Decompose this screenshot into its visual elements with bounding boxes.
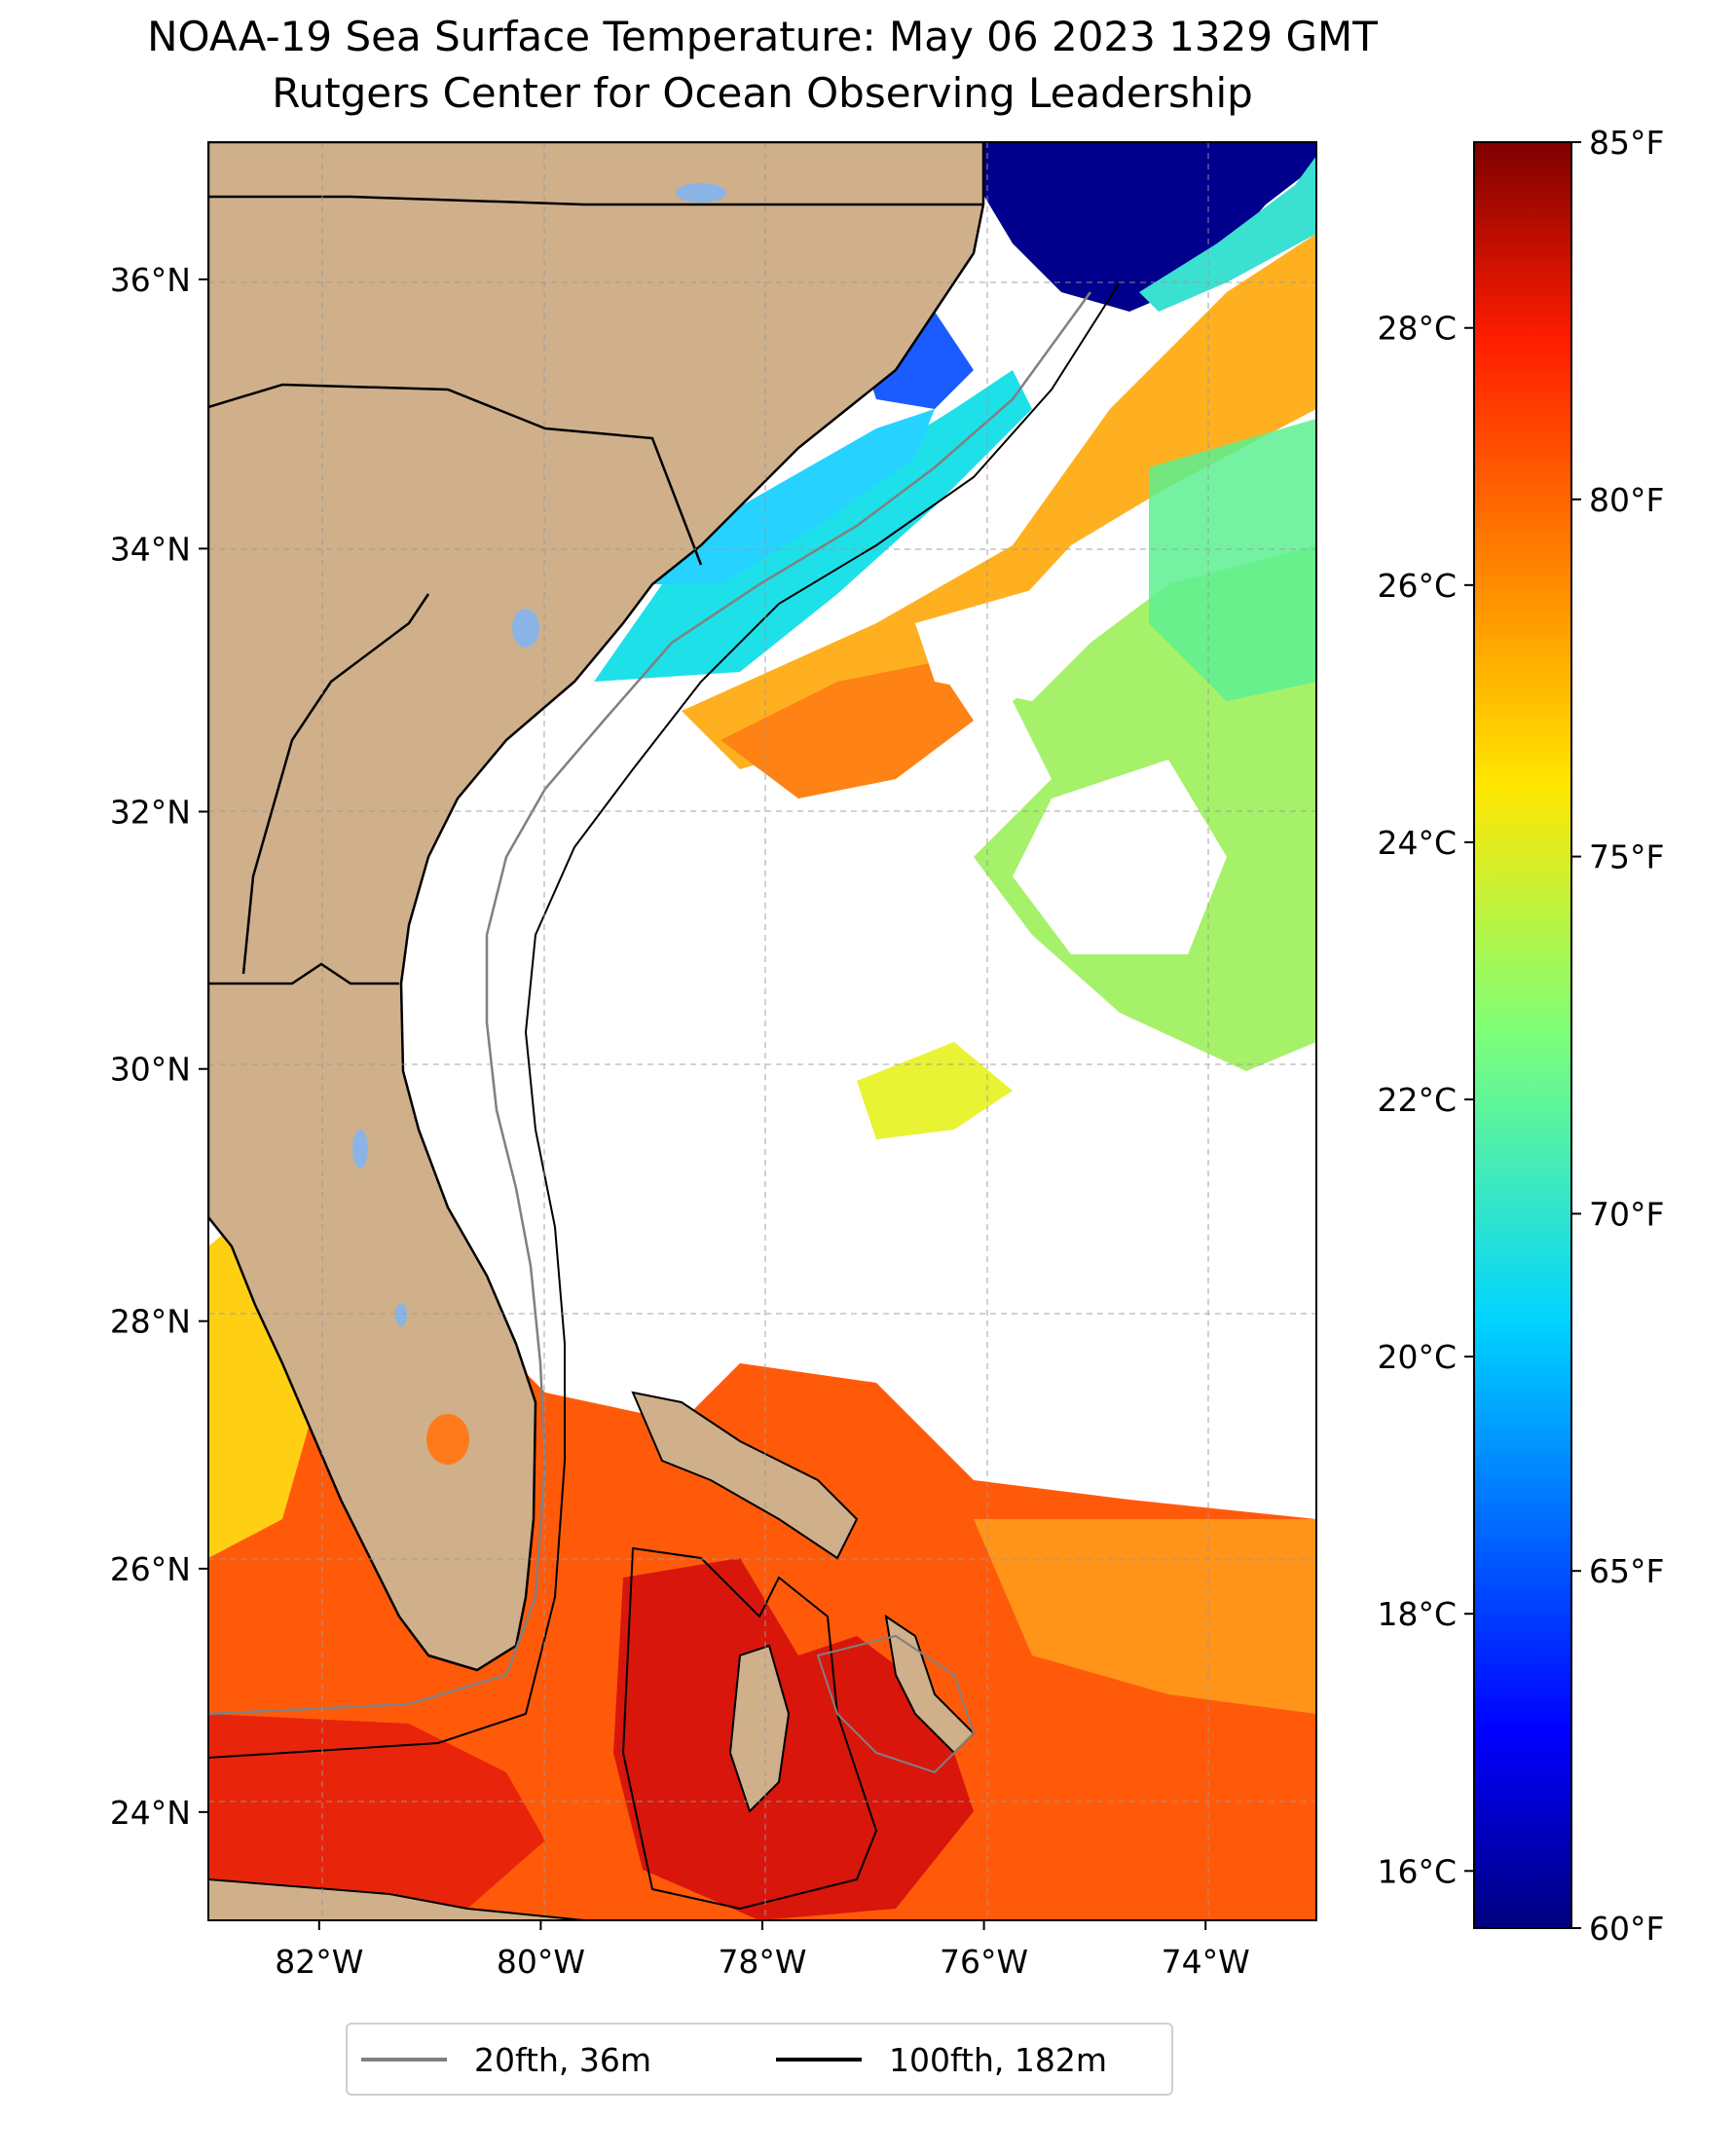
lat-tick-label: 28°N: [110, 1303, 191, 1341]
land-mainland: [208, 142, 985, 1672]
colorbar-celsius-axis: 16°C 18°C 20°C 22°C 24°C 26°C 28°C: [1377, 310, 1474, 1890]
colorbar-c-label: 26°C: [1377, 567, 1457, 605]
sst-cloud-gap3: [915, 584, 1090, 701]
legend-item-100fth: 100fth, 182m: [776, 2040, 1107, 2079]
isobath-100fth: [208, 281, 1121, 1759]
legend-item-20fth: 20fth, 36m: [361, 2040, 651, 2079]
state-borders: [208, 195, 983, 985]
sst-yellow-stripe: [857, 1042, 1013, 1139]
colorbar-f-label: 80°F: [1589, 481, 1664, 519]
isobath-bahamas-100: [621, 1546, 878, 1911]
legend: 20fth, 36m 100fth, 182m: [346, 2023, 1173, 2096]
lat-tick-label: 34°N: [110, 530, 191, 568]
legend-swatch-gray-line: [361, 2058, 447, 2062]
sst-cyan-north: [1139, 156, 1316, 312]
colorbar-f-label: 70°F: [1589, 1195, 1664, 1233]
lon-axis: 82°W 80°W 78°W 76°W 74°W: [275, 1920, 1250, 1981]
sst-gulfstream: [682, 234, 1316, 769]
lon-tick-label: 80°W: [497, 1943, 585, 1981]
legend-label-20fth: 20fth, 36m: [474, 2040, 651, 2079]
sst-darkblue-north: [983, 142, 1316, 312]
isobath-20fth: [208, 291, 1092, 1716]
lat-tick-label: 26°N: [110, 1550, 191, 1588]
colorbar-f-label: 60°F: [1589, 1910, 1664, 1948]
lat-tick-label: 24°N: [110, 1794, 191, 1832]
isobath-bahamas-20: [816, 1634, 976, 1774]
map-panel: [208, 142, 1316, 1920]
lon-tick-label: 82°W: [275, 1943, 363, 1981]
sst-hot-core: [613, 1558, 974, 1920]
lat-tick-label: 30°N: [110, 1051, 191, 1089]
colorbar-c-label: 22°C: [1377, 1081, 1457, 1119]
lat-tick-label: 36°N: [110, 261, 191, 299]
graticule: [208, 142, 1316, 1920]
title-line2: Rutgers Center for Ocean Observing Leade…: [272, 69, 1253, 117]
colorbar-c-label: 20°C: [1377, 1338, 1457, 1376]
colorbar: [1473, 141, 1572, 1929]
land-bahamas-abaco: [631, 1391, 859, 1560]
colorbar-c-label: 16°C: [1377, 1852, 1457, 1890]
legend-label-100fth: 100fth, 182m: [889, 2040, 1107, 2079]
colorbar-fahrenheit-axis: 60°F 65°F 70°F 75°F 80°F 85°F: [1571, 124, 1664, 1948]
colorbar-f-label: 65°F: [1589, 1552, 1664, 1590]
colorbar-c-label: 24°C: [1377, 824, 1457, 862]
lat-tick-label: 32°N: [110, 793, 191, 831]
colorbar-f-label: 85°F: [1589, 124, 1664, 162]
colorbar-f-label: 75°F: [1589, 838, 1664, 876]
sst-hot-west: [208, 1714, 545, 1920]
legend-swatch-black-line: [776, 2058, 862, 2062]
land-bahamas-andros: [728, 1644, 791, 1813]
inland-water: [352, 183, 726, 1465]
lon-tick-label: 74°W: [1162, 1943, 1250, 1981]
lon-tick-label: 78°W: [718, 1943, 806, 1981]
colorbar-c-label: 28°C: [1377, 310, 1457, 348]
sst-orange-band: [974, 1519, 1316, 1714]
lon-tick-label: 76°W: [940, 1943, 1028, 1981]
lat-axis: 24°N 26°N 28°N 30°N 32°N 34°N 36°N: [110, 261, 208, 1832]
colorbar-c-label: 18°C: [1377, 1595, 1457, 1633]
sst-green-east2: [1149, 419, 1316, 701]
title-line1: NOAA-19 Sea Surface Temperature: May 06 …: [147, 13, 1378, 60]
sst-cloud-gap1: [1013, 760, 1227, 954]
sst-orange-mid: [720, 662, 974, 799]
land-cuba-coast: [208, 1877, 585, 1920]
sst-cloud-gap2: [857, 1149, 1316, 1461]
